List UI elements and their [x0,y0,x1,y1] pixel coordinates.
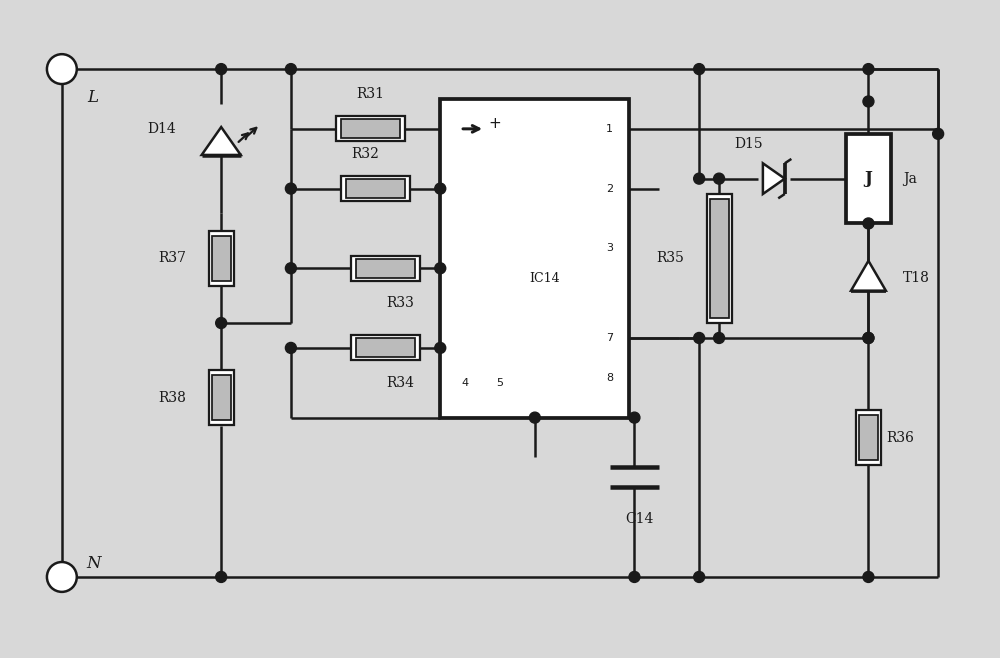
Circle shape [216,64,227,74]
Bar [346,179,405,198]
Text: 8: 8 [606,373,613,383]
Circle shape [863,96,874,107]
Circle shape [47,54,77,84]
Text: 2: 2 [606,184,613,193]
Text: R31: R31 [357,87,385,101]
Circle shape [933,128,944,139]
Text: R35: R35 [656,251,684,265]
Bar [351,336,420,361]
Circle shape [694,332,705,343]
Text: R38: R38 [158,391,186,405]
Text: 1: 1 [606,124,613,134]
Bar [351,256,420,281]
Bar [212,375,231,420]
Circle shape [694,64,705,74]
Circle shape [285,183,296,194]
Text: J: J [865,170,872,187]
Circle shape [714,332,725,343]
Text: 5: 5 [496,378,504,388]
Bar [856,410,881,465]
Text: N: N [87,555,101,572]
Polygon shape [763,163,785,194]
Circle shape [285,64,296,74]
Circle shape [694,571,705,582]
Bar [336,116,405,141]
Text: 7: 7 [606,333,613,343]
Bar [212,236,231,281]
Circle shape [435,342,446,353]
Circle shape [216,318,227,328]
Text: C14: C14 [625,512,654,526]
Bar [209,231,234,286]
Circle shape [435,263,446,274]
Bar [341,119,400,138]
Circle shape [285,263,296,274]
Text: 3: 3 [606,243,613,253]
Circle shape [863,218,874,229]
Circle shape [216,571,227,582]
Bar [341,176,410,201]
Circle shape [435,183,446,194]
Text: R36: R36 [886,430,914,445]
Text: Ja: Ja [903,172,917,186]
Bar [356,259,415,278]
Text: T18: T18 [903,271,930,285]
Circle shape [863,571,874,582]
Text: R33: R33 [386,296,414,310]
Circle shape [714,173,725,184]
Circle shape [529,412,540,423]
Text: +: + [489,116,501,132]
Circle shape [629,412,640,423]
Circle shape [863,332,874,343]
Bar [859,415,878,460]
Circle shape [629,571,640,582]
Circle shape [285,342,296,353]
Bar [209,370,234,425]
Bar [846,134,891,224]
Bar [710,199,729,318]
Circle shape [47,562,77,592]
Text: D14: D14 [148,122,176,136]
Circle shape [863,332,874,343]
Bar [356,338,415,357]
Bar [707,193,732,323]
Text: D15: D15 [735,137,763,151]
Text: R37: R37 [158,251,186,265]
Text: R32: R32 [352,147,380,161]
Text: 4: 4 [462,378,469,388]
Bar [440,99,629,418]
Text: R34: R34 [386,376,414,390]
Circle shape [694,173,705,184]
Polygon shape [851,261,886,291]
Text: L: L [87,89,98,106]
Circle shape [863,64,874,74]
Text: IC14: IC14 [529,272,560,285]
Polygon shape [202,127,241,155]
